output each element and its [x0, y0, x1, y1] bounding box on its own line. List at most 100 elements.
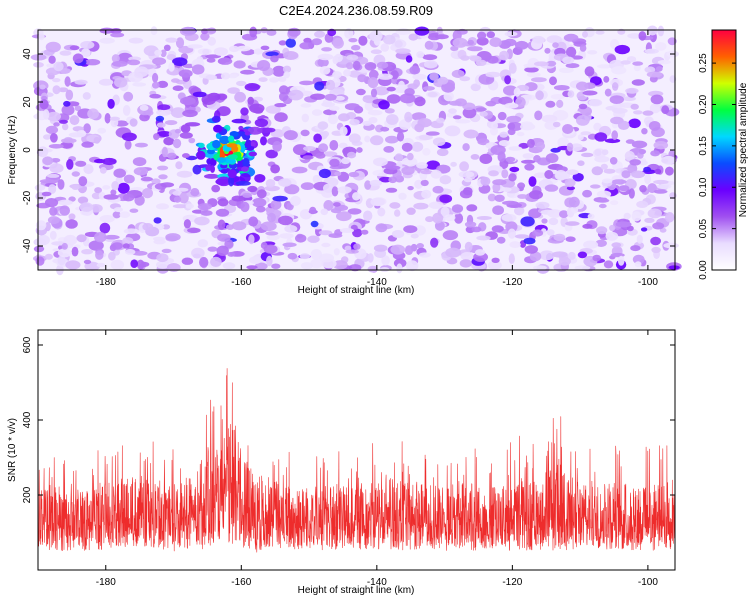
heatmap-cell — [178, 69, 193, 78]
heatmap-cell — [74, 105, 82, 112]
heatmap-cell — [260, 45, 270, 51]
heatmap-cell — [82, 92, 91, 100]
heatmap-cell — [173, 196, 182, 203]
heatmap-cell — [185, 203, 194, 209]
heatmap-cell — [565, 46, 577, 58]
heatmap-cell — [222, 262, 236, 270]
heatmap-cell — [201, 28, 209, 35]
heatmap-cell — [30, 54, 47, 61]
colorbar-tick-label: 0.15 — [698, 136, 709, 156]
heatmap-cell — [634, 261, 642, 268]
heatmap-cell — [644, 66, 656, 73]
heatmap-cell — [271, 263, 281, 269]
heatmap-cell — [638, 31, 647, 41]
colorbar-tick-label: 0.20 — [698, 94, 709, 114]
heatmap-cell — [110, 32, 125, 38]
heatmap-cell — [253, 107, 264, 114]
heatmap-cell — [545, 153, 559, 164]
heatmap-cell — [94, 232, 107, 243]
heatmap-cell — [653, 189, 668, 194]
heatmap-cell — [206, 57, 216, 63]
heatmap-cell — [134, 142, 148, 148]
heatmap-cell — [156, 122, 166, 128]
heatmap-cell — [407, 186, 414, 191]
heatmap-cell — [254, 262, 268, 270]
heatmap-cell — [338, 142, 348, 149]
heatmap-cell — [200, 32, 210, 41]
heatmap-cell — [540, 209, 555, 215]
heatmap-cell — [108, 251, 116, 261]
heatmap-cell — [508, 62, 517, 74]
heatmap-cell — [518, 142, 529, 149]
heatmap-cell — [422, 148, 431, 156]
heatmap-cell — [517, 194, 528, 199]
heatmap-cell — [235, 181, 251, 186]
heatmap-cell — [409, 65, 421, 75]
heatmap-cell — [420, 170, 433, 175]
heatmap-cell — [587, 50, 598, 55]
heatmap-cell — [216, 176, 232, 187]
heatmap-cell — [534, 172, 548, 178]
heatmap-cell — [568, 196, 580, 208]
heatmap-cell — [383, 146, 395, 153]
heatmap-cell — [301, 113, 309, 123]
heatmap-cell — [142, 188, 153, 199]
heatmap-cell — [628, 188, 635, 199]
heatmap-cell — [424, 40, 434, 50]
heatmap-cell — [487, 260, 502, 270]
heatmap-cell — [582, 90, 598, 96]
heatmap-cell — [253, 48, 263, 55]
heatmap-cell — [609, 95, 624, 104]
heatmap-cell — [392, 39, 407, 49]
heatmap-cell — [52, 85, 61, 95]
heatmap-cell — [452, 115, 462, 120]
heatmap-cell — [491, 225, 504, 233]
heatmap-cell — [69, 45, 80, 51]
heatmap-cell — [425, 216, 434, 223]
heatmap-cell — [491, 121, 498, 130]
heatmap-cell — [330, 208, 342, 214]
heatmap-cell — [332, 55, 339, 65]
heatmap-cell — [174, 128, 181, 134]
heatmap-cell — [488, 170, 499, 177]
heatmap-cell — [572, 172, 584, 182]
heatmap-cell — [501, 169, 509, 179]
heatmap-cell — [373, 86, 390, 96]
heatmap-cell — [50, 158, 61, 163]
heatmap-cell — [45, 41, 61, 53]
heatmap-cell — [270, 164, 280, 174]
heatmap-x-tick-label: -140 — [367, 277, 387, 288]
heatmap-cell — [507, 122, 516, 131]
heatmap-cell — [626, 225, 634, 232]
heatmap-cell — [490, 145, 506, 155]
heatmap-cell — [240, 69, 255, 75]
heatmap-cell — [69, 115, 80, 126]
heatmap-cell — [657, 25, 665, 37]
snr-x-tick-label: -160 — [231, 577, 251, 588]
heatmap-cell — [205, 54, 222, 59]
heatmap-cell — [176, 170, 193, 178]
snr-y-label: SNR (10 * v/v) — [7, 418, 18, 482]
heatmap-cell — [234, 91, 247, 103]
heatmap-cell — [124, 140, 132, 150]
heatmap-cell — [134, 66, 149, 77]
heatmap-cell — [646, 71, 663, 78]
heatmap-cell — [582, 31, 588, 38]
heatmap-cell — [109, 116, 120, 121]
heatmap-cell — [566, 169, 579, 175]
heatmap-cell — [661, 105, 670, 115]
heatmap-cell — [398, 80, 405, 91]
heatmap-cell — [580, 131, 592, 136]
heatmap-cell — [557, 137, 569, 148]
heatmap-cell — [604, 138, 621, 144]
heatmap-cell — [595, 30, 605, 35]
heatmap-cell — [153, 217, 162, 224]
heatmap-cell — [416, 162, 428, 169]
heatmap-cell — [390, 244, 406, 255]
heatmap-cell — [667, 37, 677, 46]
heatmap-cell — [229, 131, 239, 137]
heatmap-cell — [352, 228, 363, 238]
heatmap-cell — [597, 64, 613, 69]
heatmap-cell — [471, 226, 482, 233]
heatmap-cell — [467, 46, 483, 52]
